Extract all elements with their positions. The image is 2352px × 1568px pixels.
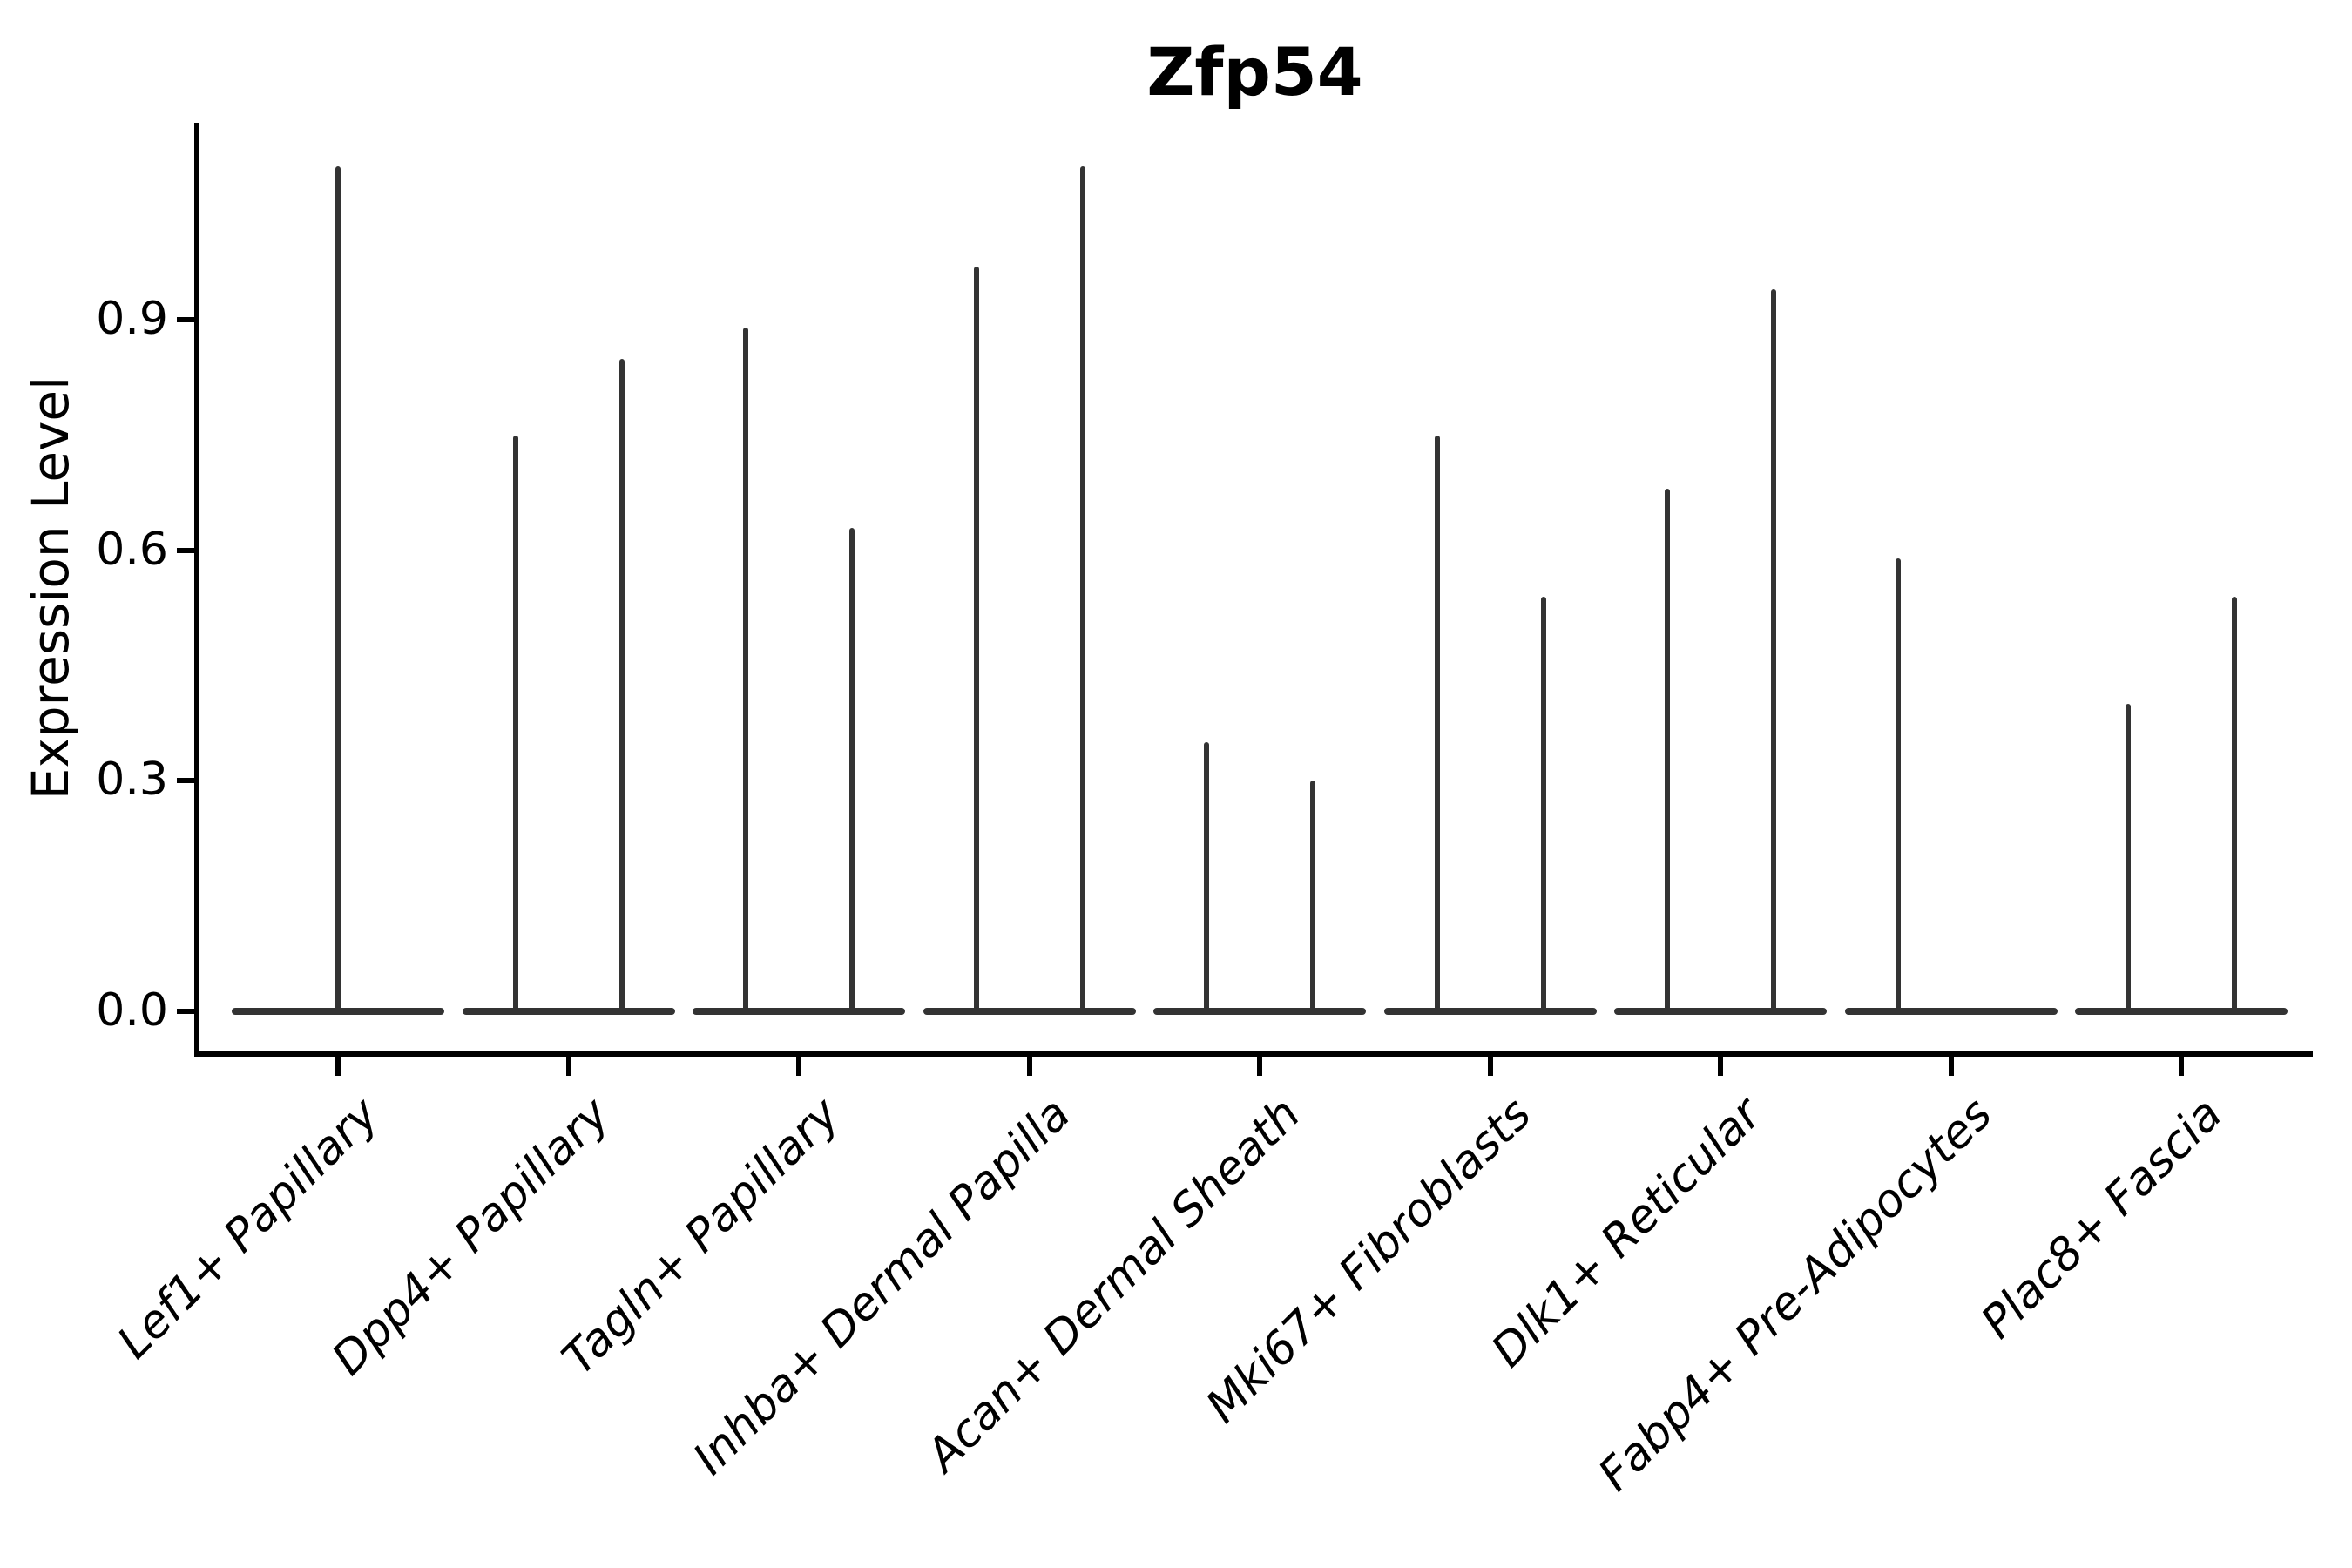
- x-tick-mark: [1487, 1057, 1493, 1076]
- violin-base: [1383, 1008, 1597, 1015]
- violin-base: [1614, 1008, 1827, 1015]
- y-tick-label: 0.3: [96, 754, 168, 807]
- violin-spike: [1204, 742, 1209, 1015]
- violin-spike: [618, 358, 625, 1015]
- violin-base: [2075, 1008, 2288, 1015]
- x-tick-mark: [1948, 1057, 1954, 1076]
- x-category-label: Plac8+ Fascia: [1971, 1088, 2233, 1349]
- violin-spike: [1434, 435, 1440, 1015]
- y-axis-label: Expression Level: [21, 375, 80, 801]
- violin-base: [462, 1008, 675, 1015]
- violin-spike: [1895, 558, 1901, 1015]
- y-tick-label: 0.6: [96, 523, 168, 576]
- x-axis-line: [194, 1051, 2313, 1057]
- x-tick-mark: [1026, 1057, 1032, 1076]
- violin-spike: [1310, 781, 1315, 1015]
- violin-spike: [335, 166, 341, 1015]
- y-tick-mark: [177, 1009, 194, 1014]
- violin-base: [1844, 1008, 2058, 1015]
- y-axis-line: [194, 123, 199, 1057]
- y-tick-mark: [177, 547, 194, 553]
- y-tick-label: 0.9: [96, 293, 168, 346]
- y-tick-mark: [177, 778, 194, 784]
- violin-base: [1153, 1008, 1366, 1015]
- y-tick-mark: [177, 317, 194, 323]
- violin-base: [923, 1008, 1136, 1015]
- violin-spike: [1079, 166, 1085, 1015]
- x-category-label: Fabp4+ Pre-Adipocytes: [1588, 1088, 2002, 1502]
- violin-spike: [512, 435, 518, 1015]
- x-tick-mark: [2179, 1057, 2184, 1076]
- y-tick-label: 0.0: [96, 984, 168, 1037]
- violin-spike: [973, 266, 979, 1015]
- x-tick-mark: [565, 1057, 571, 1076]
- violin-spike: [1771, 289, 1776, 1015]
- x-tick-mark: [1718, 1057, 1723, 1076]
- chart-title: Zfp54: [1146, 33, 1363, 111]
- x-tick-mark: [1257, 1057, 1262, 1076]
- x-category-label: Inhba+ Dermal Papilla: [683, 1088, 1080, 1485]
- x-category-label: Acan+ Dermal Sheath: [916, 1088, 1311, 1482]
- violin-spike: [849, 527, 855, 1015]
- violin-spike: [2126, 704, 2131, 1015]
- violin-spike: [1665, 489, 1670, 1015]
- violin-base: [693, 1008, 905, 1015]
- violin-spike: [743, 328, 748, 1015]
- violin-spike: [1540, 596, 1546, 1015]
- x-tick-mark: [796, 1057, 801, 1076]
- x-tick-mark: [335, 1057, 341, 1076]
- violin-spike: [2232, 596, 2237, 1015]
